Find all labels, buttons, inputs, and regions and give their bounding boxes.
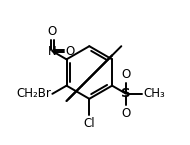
Text: O: O	[122, 107, 131, 120]
Text: N: N	[48, 45, 57, 58]
Text: O: O	[48, 25, 57, 38]
Text: O: O	[65, 45, 74, 58]
Text: S: S	[121, 87, 131, 100]
Text: O: O	[122, 68, 131, 81]
Text: CH₃: CH₃	[143, 87, 165, 100]
Text: CH₂Br: CH₂Br	[17, 87, 52, 100]
Text: Cl: Cl	[83, 117, 95, 130]
